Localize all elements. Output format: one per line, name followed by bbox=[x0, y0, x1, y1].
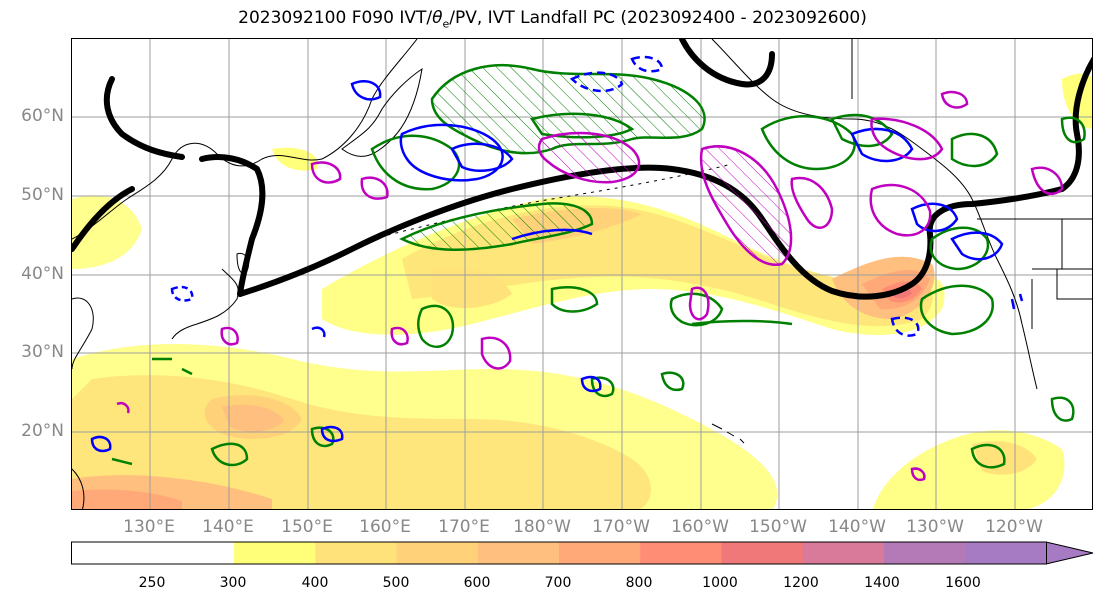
lon-label-140w: 140°W bbox=[828, 517, 886, 537]
pv-contours bbox=[90, 55, 1024, 453]
colorbar-cell bbox=[802, 542, 885, 564]
map-canvas bbox=[72, 39, 1092, 509]
colorbar-label: 600 bbox=[463, 575, 491, 591]
lat-label-30n: 30°N bbox=[21, 342, 64, 362]
theta-e-contours bbox=[111, 64, 1086, 469]
colorbar-label: 1000 bbox=[702, 575, 738, 591]
lon-label-130w: 130°W bbox=[906, 517, 964, 537]
lat-label-20n: 20°N bbox=[21, 421, 64, 441]
colorbar-cell bbox=[965, 542, 1047, 564]
colorbar-cell bbox=[396, 542, 479, 564]
lat-label-50n: 50°N bbox=[21, 185, 64, 205]
map-title: 2023092100 F090 IVT/θe/PV, IVT Landfall … bbox=[238, 8, 867, 31]
colorbar-cell bbox=[152, 542, 235, 564]
colorbar-cell bbox=[640, 542, 722, 564]
lon-label-160e: 160°E bbox=[359, 517, 411, 537]
lon-label-140e: 140°E bbox=[202, 517, 254, 537]
colorbar-cell bbox=[315, 542, 397, 564]
colorbar-label: 800 bbox=[625, 575, 653, 591]
colorbar-label: 400 bbox=[301, 575, 329, 591]
colorbar-cell bbox=[884, 542, 966, 564]
colorbar-cell bbox=[71, 542, 154, 564]
lon-label-160w: 160°W bbox=[671, 517, 729, 537]
colorbar-label: 1200 bbox=[783, 575, 819, 591]
landfall-pc-contours bbox=[116, 90, 1064, 482]
lon-label-120w: 120°W bbox=[985, 517, 1043, 537]
map-panel bbox=[71, 38, 1093, 510]
colorbar-label: 1600 bbox=[945, 575, 981, 591]
lon-label-150w: 150°W bbox=[749, 517, 807, 537]
lon-label-170e: 170°E bbox=[438, 517, 490, 537]
ivt-colorbar bbox=[71, 541, 1094, 565]
colorbar-label: 700 bbox=[544, 575, 572, 591]
lon-label-130e: 130°E bbox=[123, 517, 175, 537]
colorbar-cell bbox=[559, 542, 641, 564]
colorbar-cell bbox=[477, 542, 560, 564]
colorbar-label: 500 bbox=[382, 575, 410, 591]
lat-label-60n: 60°N bbox=[21, 106, 64, 126]
colorbar-label: 1400 bbox=[864, 575, 900, 591]
lon-label-170w: 170°W bbox=[592, 517, 650, 537]
lat-label-40n: 40°N bbox=[21, 264, 64, 284]
colorbar-label: 250 bbox=[138, 575, 166, 591]
colorbar-cell bbox=[234, 542, 316, 564]
colorbar-label: 300 bbox=[219, 575, 247, 591]
lon-label-180w: 180°W bbox=[513, 517, 571, 537]
lon-label-150e: 150°E bbox=[281, 517, 333, 537]
colorbar-cell bbox=[721, 542, 804, 564]
coastlines bbox=[72, 39, 1092, 509]
